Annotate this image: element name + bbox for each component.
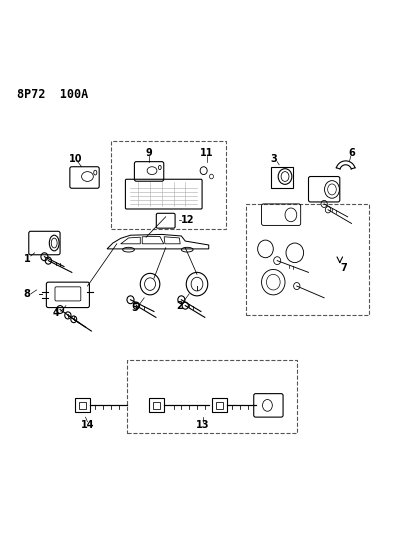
Text: 11: 11 — [200, 148, 214, 158]
Text: 12: 12 — [181, 215, 195, 225]
Bar — [149, 398, 164, 413]
Text: 6: 6 — [348, 148, 355, 158]
Bar — [79, 402, 86, 408]
Bar — [271, 167, 293, 188]
Text: 10: 10 — [69, 154, 82, 164]
Bar — [246, 204, 369, 316]
Bar — [216, 402, 223, 408]
Bar — [212, 398, 227, 413]
Text: 2: 2 — [176, 301, 183, 311]
Text: 3: 3 — [270, 154, 277, 164]
Text: 4: 4 — [53, 309, 59, 318]
Text: 8P72  100A: 8P72 100A — [17, 88, 88, 101]
Bar — [153, 402, 160, 408]
Bar — [111, 141, 226, 229]
Text: 1: 1 — [24, 254, 30, 264]
Text: 7: 7 — [340, 263, 347, 273]
Text: 8: 8 — [23, 289, 30, 299]
Text: 5: 5 — [131, 303, 138, 312]
Text: 14: 14 — [81, 420, 94, 430]
Bar — [126, 360, 297, 433]
Text: 9: 9 — [146, 148, 152, 158]
Text: 13: 13 — [196, 420, 210, 430]
Bar — [75, 398, 90, 413]
